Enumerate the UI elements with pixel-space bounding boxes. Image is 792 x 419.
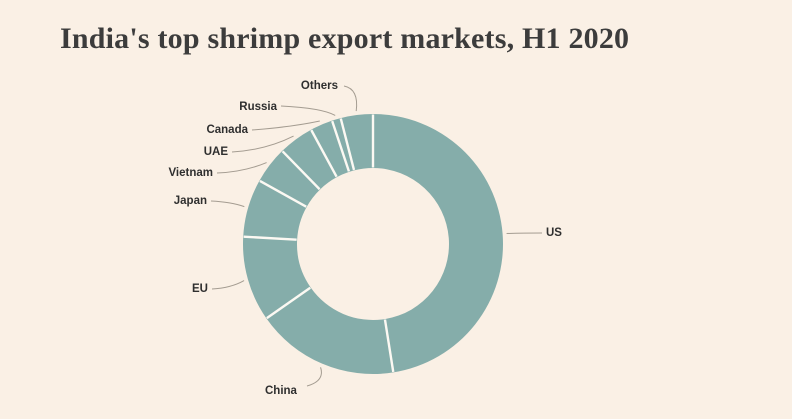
chart-title: India's top shrimp export markets, H1 20… [60,22,630,55]
leader-line-russia [280,105,336,116]
slice-japan[interactable] [243,180,307,240]
slice-canada[interactable] [311,120,350,178]
leader-line-vietnam [216,162,267,174]
leader-line-others [343,85,358,112]
slice-gap-line [310,129,338,178]
slice-gap-line [281,150,321,191]
slice-label-eu: EU [192,283,208,295]
leader-line-uae [231,135,294,153]
leader-line-japan [210,200,245,208]
slice-russia[interactable] [332,118,355,172]
slice-gap-line [383,319,395,373]
slice-us[interactable] [373,114,503,373]
leader-line-china [306,367,322,387]
leader-line-eu [211,280,245,290]
slice-gap-line [331,120,351,172]
slice-gap-line [259,179,307,208]
slice-label-canada: Canada [206,124,248,136]
slice-label-others: Others [300,80,338,92]
slice-label-china: China [265,385,297,397]
leader-line-canada [251,120,320,131]
slice-label-vietnam: Vietnam [168,167,213,179]
slice-gap-line [339,118,356,171]
slice-vietnam[interactable] [259,150,320,207]
slice-china[interactable] [266,287,394,374]
slice-label-us: US [546,227,562,239]
slice-label-uae: UAE [203,146,228,158]
slice-uae[interactable] [282,129,337,190]
slice-label-japan: Japan [173,195,207,207]
slice-gap-line [243,235,297,241]
slice-label-russia: Russia [239,101,277,113]
slice-others[interactable] [340,114,373,171]
slice-gap-line [266,286,311,320]
